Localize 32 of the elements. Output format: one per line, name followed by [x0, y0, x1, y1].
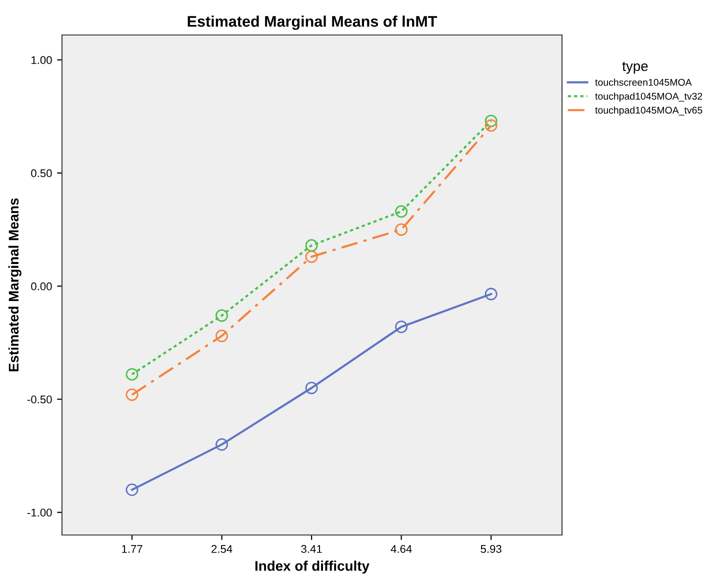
- point: [126, 368, 138, 381]
- legend-label: touchpad1045MOA_tv32: [595, 92, 702, 102]
- y-axis-title: Estimated Marginal Means: [8, 198, 22, 372]
- point: [216, 330, 228, 342]
- point: [126, 484, 138, 496]
- x-tick-label: 5.93: [480, 545, 502, 553]
- point: [305, 239, 318, 252]
- y-tick-label: 0.00: [31, 282, 52, 290]
- y-tick-label: -0.50: [27, 396, 52, 404]
- point: [305, 382, 318, 394]
- y-tick-label: 1.00: [32, 56, 52, 64]
- point: [395, 320, 408, 334]
- legend-title: type: [622, 62, 648, 74]
- chart-title: Estimated Marginal Means of lnMT: [188, 16, 438, 30]
- point: [126, 388, 138, 401]
- x-tick-label: 3.41: [301, 545, 322, 553]
- y-tick-label: -1.00: [27, 508, 52, 517]
- legend-label: touchpad1045MOA_tv65: [595, 106, 702, 116]
- point: [305, 250, 318, 263]
- point: [484, 288, 498, 300]
- x-axis-title: Index of difficulty: [255, 560, 370, 574]
- point: [395, 223, 408, 236]
- x-tick-label: 2.54: [212, 545, 232, 553]
- point: [216, 438, 228, 451]
- x-tick-label: 1.77: [122, 545, 142, 553]
- point: [395, 205, 408, 218]
- x-tick-label: 4.64: [390, 545, 412, 553]
- legend-label: touchscreen1045MOA: [595, 78, 692, 86]
- point: [484, 119, 498, 132]
- y-tick-label: 0.50: [31, 169, 52, 178]
- point: [484, 114, 498, 128]
- point: [216, 309, 228, 322]
